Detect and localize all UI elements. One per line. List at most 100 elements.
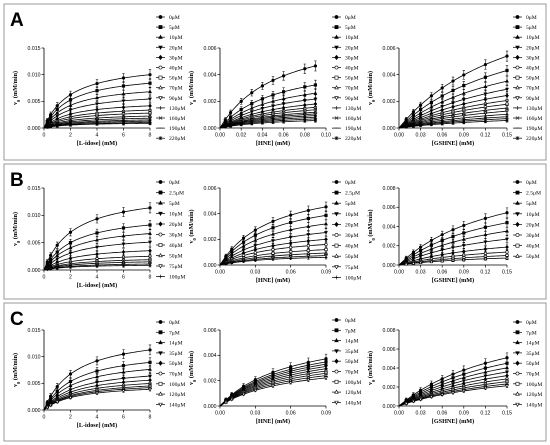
data-point <box>121 242 126 247</box>
data-point <box>461 91 466 95</box>
data-point <box>483 246 488 252</box>
legend-label: 5μM <box>526 201 537 207</box>
data-point <box>306 216 310 221</box>
data-point <box>241 392 246 397</box>
legend-marker <box>158 360 163 366</box>
legend-marker <box>334 379 339 384</box>
y-tick-label: 0.004 <box>383 366 396 372</box>
legend-label: 130μM <box>526 106 542 112</box>
legend-marker <box>515 180 520 184</box>
legend-label: 160μM <box>169 116 185 122</box>
data-point <box>288 240 293 246</box>
legend-marker <box>158 116 163 120</box>
legend-label: 220μM <box>345 136 361 142</box>
chart-a-2: 0.00 0.02 0.04 0.06 0.08 0.10 0.000 0.002 0.004 0… <box>188 15 361 147</box>
data-point <box>95 231 99 235</box>
x-tick-label: 0.09 <box>459 133 469 139</box>
data-point <box>451 234 455 239</box>
data-point <box>461 244 466 248</box>
fit-curve <box>219 120 316 129</box>
chart-c-2: 0.00 0.03 0.06 0.09 0.000 0.002 0.004 0.006 [HNE… <box>188 318 361 425</box>
x-tick-label: 0.15 <box>502 270 512 276</box>
legend-label: 14μM <box>169 341 183 347</box>
legend-marker <box>334 45 339 50</box>
legend-label: 140μM <box>345 400 361 406</box>
legend-marker <box>334 212 339 217</box>
y-axis-label-part: (mM/min) <box>367 209 374 238</box>
legend-marker <box>515 371 520 376</box>
data-point <box>429 395 434 400</box>
data-point <box>505 54 509 58</box>
legend-label: 90μM <box>345 96 359 102</box>
x-tick-label: 0.06 <box>437 411 447 417</box>
y-tick-label: 0.004 <box>383 72 396 78</box>
x-tick-label: 0.00 <box>215 411 225 417</box>
data-point <box>45 267 49 271</box>
data-point <box>95 237 99 242</box>
y-tick-label: 0.002 <box>204 99 217 105</box>
data-point <box>229 124 233 128</box>
legend-marker <box>158 243 163 247</box>
legend-marker <box>158 402 163 407</box>
x-tick-label: 0.09 <box>321 411 331 417</box>
legend-label: 190μM <box>345 126 361 132</box>
x-tick-label: 0.00 <box>394 270 404 276</box>
data-point <box>148 367 152 371</box>
y-tick-label: 0.005 <box>28 381 41 387</box>
data-point <box>121 226 126 230</box>
data-point <box>429 123 433 127</box>
legend-marker <box>158 381 163 386</box>
data-point <box>241 240 246 244</box>
fit-curve <box>219 92 316 129</box>
data-point <box>306 224 311 228</box>
legend-marker <box>158 136 163 141</box>
data-point <box>68 93 73 97</box>
data-point <box>418 260 423 264</box>
legend-marker <box>334 136 339 141</box>
data-point <box>505 211 509 215</box>
legend-marker <box>158 180 163 184</box>
x-axis-label: [HNE] (mM) <box>256 140 290 147</box>
legend-label: 35μM <box>526 351 540 357</box>
legend-marker <box>158 340 163 345</box>
legend-label: 5μM <box>169 25 180 31</box>
data-point <box>148 348 152 352</box>
data-point <box>121 233 126 238</box>
data-point <box>95 102 99 107</box>
legend-marker <box>158 200 163 205</box>
data-point <box>148 360 152 364</box>
data-point <box>68 103 73 107</box>
data-point <box>461 257 466 262</box>
legend-marker <box>158 221 163 227</box>
legend-marker <box>515 340 520 345</box>
legend-label: 40μM <box>169 66 183 72</box>
data-point <box>462 73 466 77</box>
legend-label: 140μM <box>526 402 542 408</box>
legend-marker <box>334 358 339 364</box>
data-point <box>148 73 152 77</box>
legend-label: 40μM <box>345 244 359 250</box>
legend-marker <box>158 351 163 356</box>
legend-marker <box>515 402 520 407</box>
legend-label: 220μM <box>526 136 542 142</box>
legend-marker <box>515 330 520 335</box>
data-point <box>418 254 423 259</box>
legend-marker <box>158 105 163 110</box>
legend-marker <box>334 65 339 70</box>
data-point <box>250 101 254 106</box>
y-tick-label: 0.008 <box>383 186 396 192</box>
data-point <box>429 100 434 104</box>
legend-label: 7μM <box>345 328 356 334</box>
data-point <box>241 243 246 248</box>
data-point <box>95 264 99 268</box>
data-point <box>241 248 246 253</box>
data-point <box>45 125 49 129</box>
data-point <box>95 217 99 221</box>
x-tick-label: 0.03 <box>416 133 426 139</box>
data-point <box>121 210 126 214</box>
data-point <box>55 257 60 262</box>
data-point <box>429 251 434 256</box>
fit-curve <box>219 118 316 129</box>
x-tick-label: 0.03 <box>250 411 260 417</box>
